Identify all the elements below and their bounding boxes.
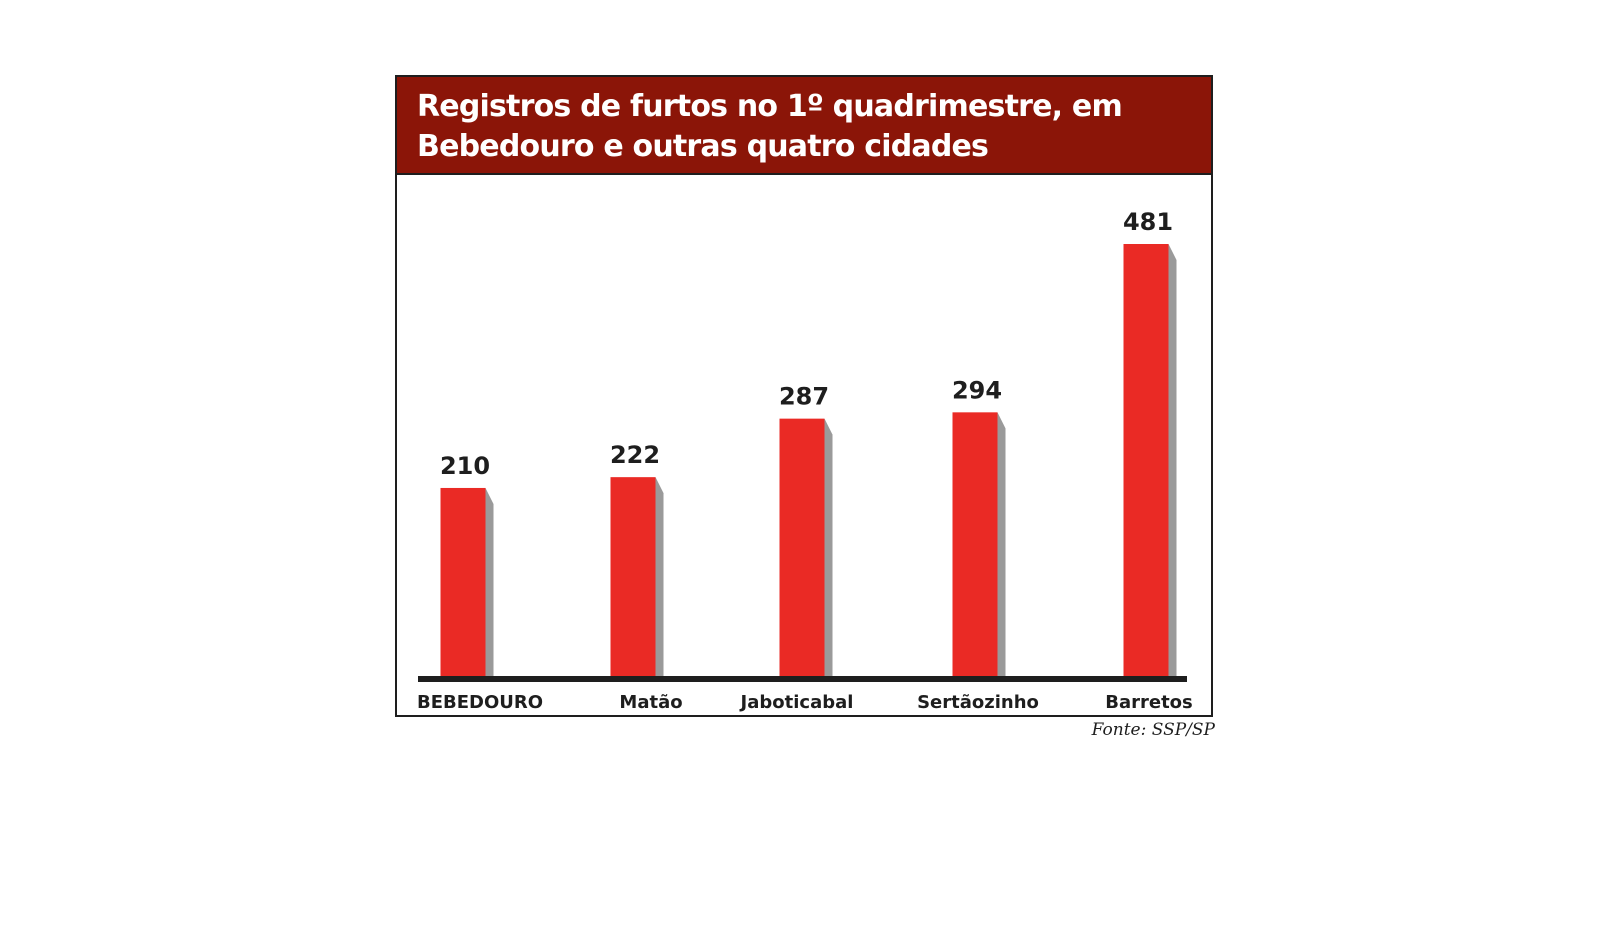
category-label: Matão (619, 692, 682, 713)
bar (610, 477, 656, 677)
chart-title: Registros de furtos no 1º quadrimestre, … (417, 89, 1123, 164)
category-label: BEBEDOURO (417, 692, 543, 713)
data-label: 481 (1123, 208, 1173, 236)
bar-shadow (1168, 244, 1177, 677)
category-label: Barretos (1105, 692, 1193, 713)
data-label: 287 (779, 383, 829, 411)
category-label: Jaboticabal (739, 692, 854, 713)
bar-shadow (485, 487, 494, 677)
x-axis-line (418, 676, 1187, 682)
bar (1123, 244, 1169, 677)
bar (952, 412, 998, 677)
data-label: 222 (610, 441, 660, 469)
bar (440, 487, 486, 677)
data-label: 210 (440, 452, 490, 480)
category-label: Sertãozinho (917, 692, 1039, 713)
chart-header: Registros de furtos no 1º quadrimestre, … (397, 77, 1211, 175)
bar-shadow (997, 412, 1006, 677)
data-label: 294 (952, 376, 1002, 404)
bar-shadow (655, 477, 664, 677)
bar (779, 418, 825, 677)
source-note: Fonte: SSP/SP (1091, 720, 1215, 740)
bar-shadow (824, 418, 833, 677)
